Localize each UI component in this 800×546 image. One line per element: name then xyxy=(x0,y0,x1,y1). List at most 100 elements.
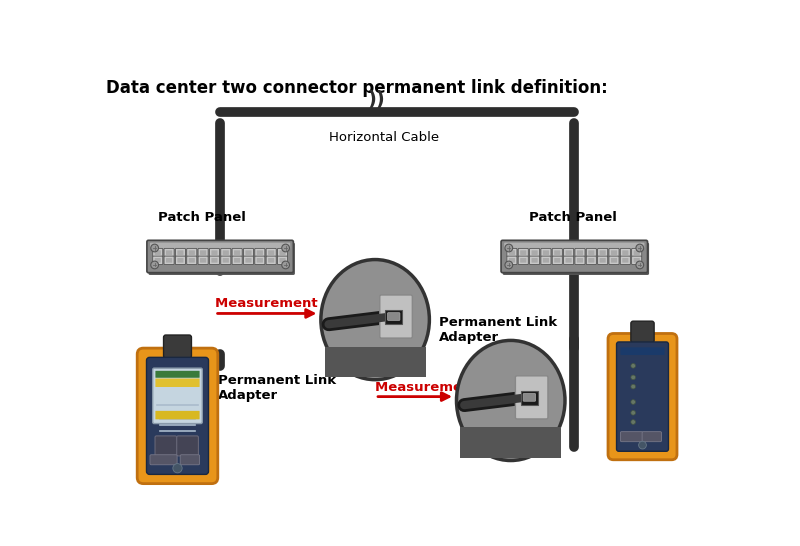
FancyBboxPatch shape xyxy=(246,258,251,263)
FancyBboxPatch shape xyxy=(177,436,198,456)
FancyBboxPatch shape xyxy=(154,258,161,263)
FancyBboxPatch shape xyxy=(502,242,649,275)
FancyBboxPatch shape xyxy=(588,250,594,255)
FancyBboxPatch shape xyxy=(138,348,218,484)
FancyBboxPatch shape xyxy=(520,258,526,263)
FancyBboxPatch shape xyxy=(642,432,662,442)
FancyBboxPatch shape xyxy=(254,256,265,265)
FancyBboxPatch shape xyxy=(149,242,295,275)
FancyBboxPatch shape xyxy=(221,256,231,265)
FancyBboxPatch shape xyxy=(552,248,562,257)
FancyBboxPatch shape xyxy=(621,347,665,355)
FancyBboxPatch shape xyxy=(577,258,583,263)
FancyBboxPatch shape xyxy=(518,248,528,257)
FancyBboxPatch shape xyxy=(622,250,629,255)
FancyBboxPatch shape xyxy=(575,248,585,257)
Ellipse shape xyxy=(321,259,430,379)
Circle shape xyxy=(636,244,644,252)
FancyBboxPatch shape xyxy=(211,258,218,263)
FancyBboxPatch shape xyxy=(520,250,526,255)
Circle shape xyxy=(150,244,158,252)
FancyBboxPatch shape xyxy=(164,248,174,257)
FancyBboxPatch shape xyxy=(575,256,585,265)
FancyBboxPatch shape xyxy=(278,248,287,257)
FancyBboxPatch shape xyxy=(268,258,274,263)
Circle shape xyxy=(173,464,182,473)
FancyBboxPatch shape xyxy=(543,250,549,255)
FancyBboxPatch shape xyxy=(325,347,426,377)
FancyBboxPatch shape xyxy=(552,256,562,265)
FancyBboxPatch shape xyxy=(611,258,617,263)
Circle shape xyxy=(631,384,635,389)
FancyBboxPatch shape xyxy=(155,411,199,419)
FancyBboxPatch shape xyxy=(621,432,643,442)
FancyBboxPatch shape xyxy=(530,256,540,265)
Circle shape xyxy=(638,441,646,449)
FancyBboxPatch shape xyxy=(153,256,162,265)
FancyBboxPatch shape xyxy=(577,250,583,255)
FancyBboxPatch shape xyxy=(634,250,640,255)
FancyBboxPatch shape xyxy=(266,256,276,265)
FancyBboxPatch shape xyxy=(599,250,606,255)
FancyBboxPatch shape xyxy=(507,248,517,257)
FancyBboxPatch shape xyxy=(198,256,208,265)
FancyBboxPatch shape xyxy=(166,250,172,255)
FancyBboxPatch shape xyxy=(504,242,645,249)
FancyBboxPatch shape xyxy=(222,250,229,255)
FancyBboxPatch shape xyxy=(164,256,174,265)
FancyBboxPatch shape xyxy=(178,250,183,255)
FancyBboxPatch shape xyxy=(563,256,574,265)
FancyBboxPatch shape xyxy=(566,250,572,255)
FancyBboxPatch shape xyxy=(586,248,596,257)
FancyBboxPatch shape xyxy=(622,258,629,263)
Text: Permanent Link
Adapter: Permanent Link Adapter xyxy=(438,316,557,344)
FancyBboxPatch shape xyxy=(599,258,606,263)
FancyBboxPatch shape xyxy=(153,248,162,257)
FancyBboxPatch shape xyxy=(268,250,274,255)
Circle shape xyxy=(282,261,290,269)
FancyBboxPatch shape xyxy=(178,258,183,263)
FancyBboxPatch shape xyxy=(609,248,619,257)
FancyBboxPatch shape xyxy=(608,334,677,460)
FancyBboxPatch shape xyxy=(154,250,161,255)
Circle shape xyxy=(631,364,635,368)
FancyBboxPatch shape xyxy=(631,321,654,343)
FancyBboxPatch shape xyxy=(234,258,240,263)
FancyBboxPatch shape xyxy=(566,258,572,263)
Circle shape xyxy=(282,244,290,252)
FancyBboxPatch shape xyxy=(257,258,263,263)
FancyBboxPatch shape xyxy=(153,368,202,424)
FancyBboxPatch shape xyxy=(222,258,229,263)
Text: Measurement ends here: Measurement ends here xyxy=(375,381,557,394)
FancyBboxPatch shape xyxy=(234,250,240,255)
FancyBboxPatch shape xyxy=(210,256,219,265)
FancyBboxPatch shape xyxy=(541,248,551,257)
FancyBboxPatch shape xyxy=(211,250,218,255)
FancyBboxPatch shape xyxy=(150,242,290,249)
Text: Patch Panel: Patch Panel xyxy=(530,211,618,224)
Circle shape xyxy=(631,400,635,405)
Circle shape xyxy=(631,375,635,379)
FancyBboxPatch shape xyxy=(232,256,242,265)
FancyBboxPatch shape xyxy=(617,342,669,452)
FancyBboxPatch shape xyxy=(175,248,186,257)
FancyBboxPatch shape xyxy=(507,256,517,265)
Text: Data center two connector permanent link definition:: Data center two connector permanent link… xyxy=(106,79,608,97)
FancyBboxPatch shape xyxy=(257,250,263,255)
FancyBboxPatch shape xyxy=(279,250,286,255)
FancyBboxPatch shape xyxy=(632,256,642,265)
FancyBboxPatch shape xyxy=(200,250,206,255)
FancyBboxPatch shape xyxy=(146,357,209,474)
Circle shape xyxy=(505,261,513,269)
FancyBboxPatch shape xyxy=(210,248,219,257)
FancyBboxPatch shape xyxy=(530,248,540,257)
FancyBboxPatch shape xyxy=(588,258,594,263)
FancyBboxPatch shape xyxy=(523,394,535,401)
FancyBboxPatch shape xyxy=(531,250,538,255)
FancyBboxPatch shape xyxy=(155,436,177,456)
FancyBboxPatch shape xyxy=(521,391,538,405)
Circle shape xyxy=(631,420,635,424)
FancyBboxPatch shape xyxy=(380,295,412,338)
FancyBboxPatch shape xyxy=(634,258,640,263)
Text: Permanent Link
Adapter: Permanent Link Adapter xyxy=(218,373,336,401)
